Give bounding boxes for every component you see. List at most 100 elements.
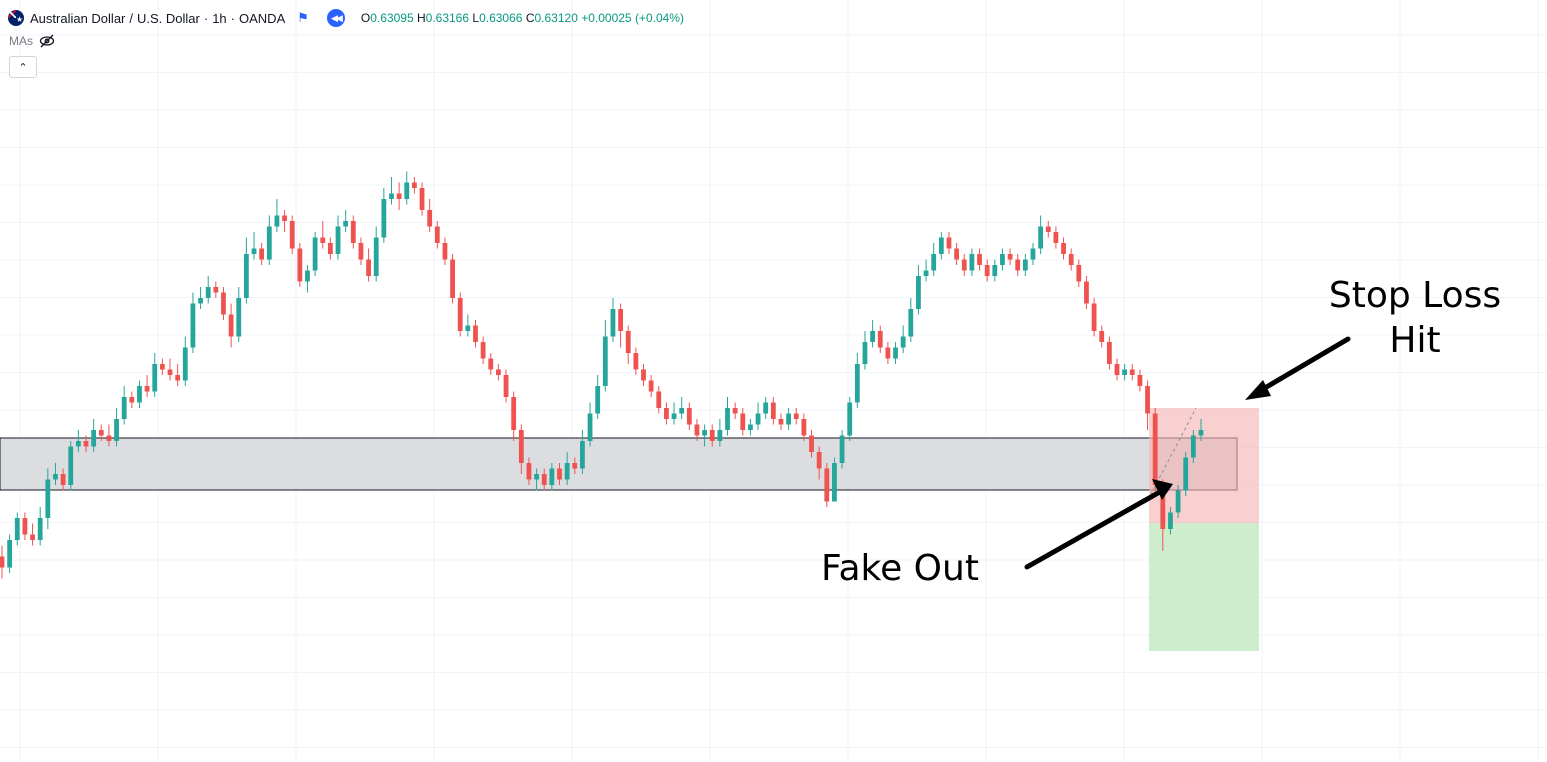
candle[interactable] (68, 441, 74, 491)
candle[interactable] (740, 408, 746, 436)
candle[interactable] (251, 232, 257, 260)
candle[interactable] (1015, 254, 1021, 276)
candle[interactable] (664, 402, 669, 425)
candle[interactable] (45, 468, 51, 530)
candle[interactable] (633, 347, 639, 376)
candle[interactable] (641, 364, 646, 386)
candle[interactable] (53, 463, 58, 485)
candle[interactable] (488, 353, 494, 375)
candle[interactable] (839, 430, 845, 469)
candle[interactable] (98, 424, 104, 442)
candle[interactable] (182, 336, 188, 387)
candle[interactable] (770, 397, 776, 425)
candle[interactable] (564, 452, 570, 485)
candle[interactable] (679, 397, 685, 419)
candle[interactable] (297, 243, 303, 287)
candle[interactable] (1099, 325, 1105, 348)
candle[interactable] (266, 215, 272, 266)
candle[interactable] (587, 402, 593, 447)
candle[interactable] (14, 512, 20, 546)
candle[interactable] (159, 358, 165, 376)
candle[interactable] (625, 325, 631, 365)
candle[interactable] (725, 397, 730, 436)
candle[interactable] (1022, 254, 1028, 276)
collapse-legend-button[interactable]: ⌃ (9, 56, 37, 78)
candle[interactable] (175, 364, 181, 386)
candle[interactable] (480, 336, 486, 365)
candle[interactable] (893, 342, 898, 364)
candle[interactable] (595, 375, 601, 419)
candle[interactable] (190, 292, 196, 354)
candle[interactable] (977, 248, 982, 271)
candle[interactable] (465, 314, 471, 337)
candle[interactable] (511, 391, 517, 442)
replay-icon[interactable]: ◀◀ (326, 9, 345, 27)
flag-marker-icon[interactable]: ⚑ (297, 10, 309, 25)
candle[interactable] (282, 210, 287, 232)
candle[interactable] (854, 353, 860, 408)
candle[interactable] (557, 463, 562, 485)
candle[interactable] (37, 507, 43, 546)
exchange-label[interactable]: OANDA (239, 10, 286, 26)
candle[interactable] (503, 369, 509, 403)
candle[interactable] (1084, 276, 1089, 309)
candle[interactable] (289, 215, 295, 255)
candle[interactable] (862, 331, 868, 370)
candle[interactable] (335, 215, 341, 260)
candle[interactable] (496, 364, 501, 381)
candle[interactable] (22, 512, 28, 541)
candle[interactable] (213, 281, 219, 299)
candle[interactable] (1007, 248, 1013, 266)
quote-name[interactable]: U.S. Dollar (137, 10, 200, 26)
ma-indicator-row[interactable]: MAs (9, 32, 55, 50)
candle[interactable] (847, 397, 853, 441)
candle[interactable] (610, 298, 616, 342)
candle[interactable] (702, 424, 707, 447)
candle[interactable] (373, 226, 379, 282)
candle[interactable] (274, 199, 280, 232)
candle[interactable] (1145, 380, 1150, 431)
candle[interactable] (1114, 358, 1120, 381)
candle[interactable] (801, 413, 807, 442)
candle[interactable] (534, 468, 539, 491)
candle[interactable] (908, 298, 914, 342)
candle[interactable] (144, 375, 150, 397)
candle[interactable] (984, 259, 990, 282)
candle[interactable] (427, 199, 433, 232)
candle[interactable] (900, 325, 906, 354)
candle[interactable] (931, 243, 937, 276)
candle[interactable] (121, 386, 127, 425)
stop-loss-area[interactable] (1149, 408, 1259, 523)
candle[interactable] (0, 545, 5, 579)
candle[interactable] (411, 177, 417, 194)
candle[interactable] (381, 188, 387, 243)
candle[interactable] (518, 424, 524, 475)
candle[interactable] (1190, 430, 1196, 463)
candle[interactable] (549, 463, 555, 491)
candle[interactable] (755, 402, 761, 431)
candle[interactable] (656, 386, 662, 414)
candle[interactable] (832, 457, 837, 502)
candle[interactable] (717, 419, 723, 447)
candle[interactable] (786, 408, 792, 430)
candle[interactable] (748, 419, 753, 436)
candle[interactable] (618, 303, 623, 348)
candle[interactable] (259, 243, 265, 265)
candle[interactable] (91, 419, 97, 452)
candle[interactable] (793, 408, 799, 425)
candle[interactable] (1091, 298, 1097, 337)
candle[interactable] (137, 380, 142, 409)
candle[interactable] (1061, 237, 1066, 260)
candle[interactable] (358, 237, 364, 266)
candle[interactable] (1000, 248, 1005, 271)
candle[interactable] (824, 463, 830, 507)
candle[interactable] (434, 221, 440, 249)
candle[interactable] (305, 265, 310, 293)
candle[interactable] (709, 424, 715, 447)
candle[interactable] (343, 210, 349, 232)
candle[interactable] (961, 254, 967, 276)
candle[interactable] (732, 402, 738, 420)
candle[interactable] (946, 232, 952, 254)
candle[interactable] (778, 413, 784, 431)
